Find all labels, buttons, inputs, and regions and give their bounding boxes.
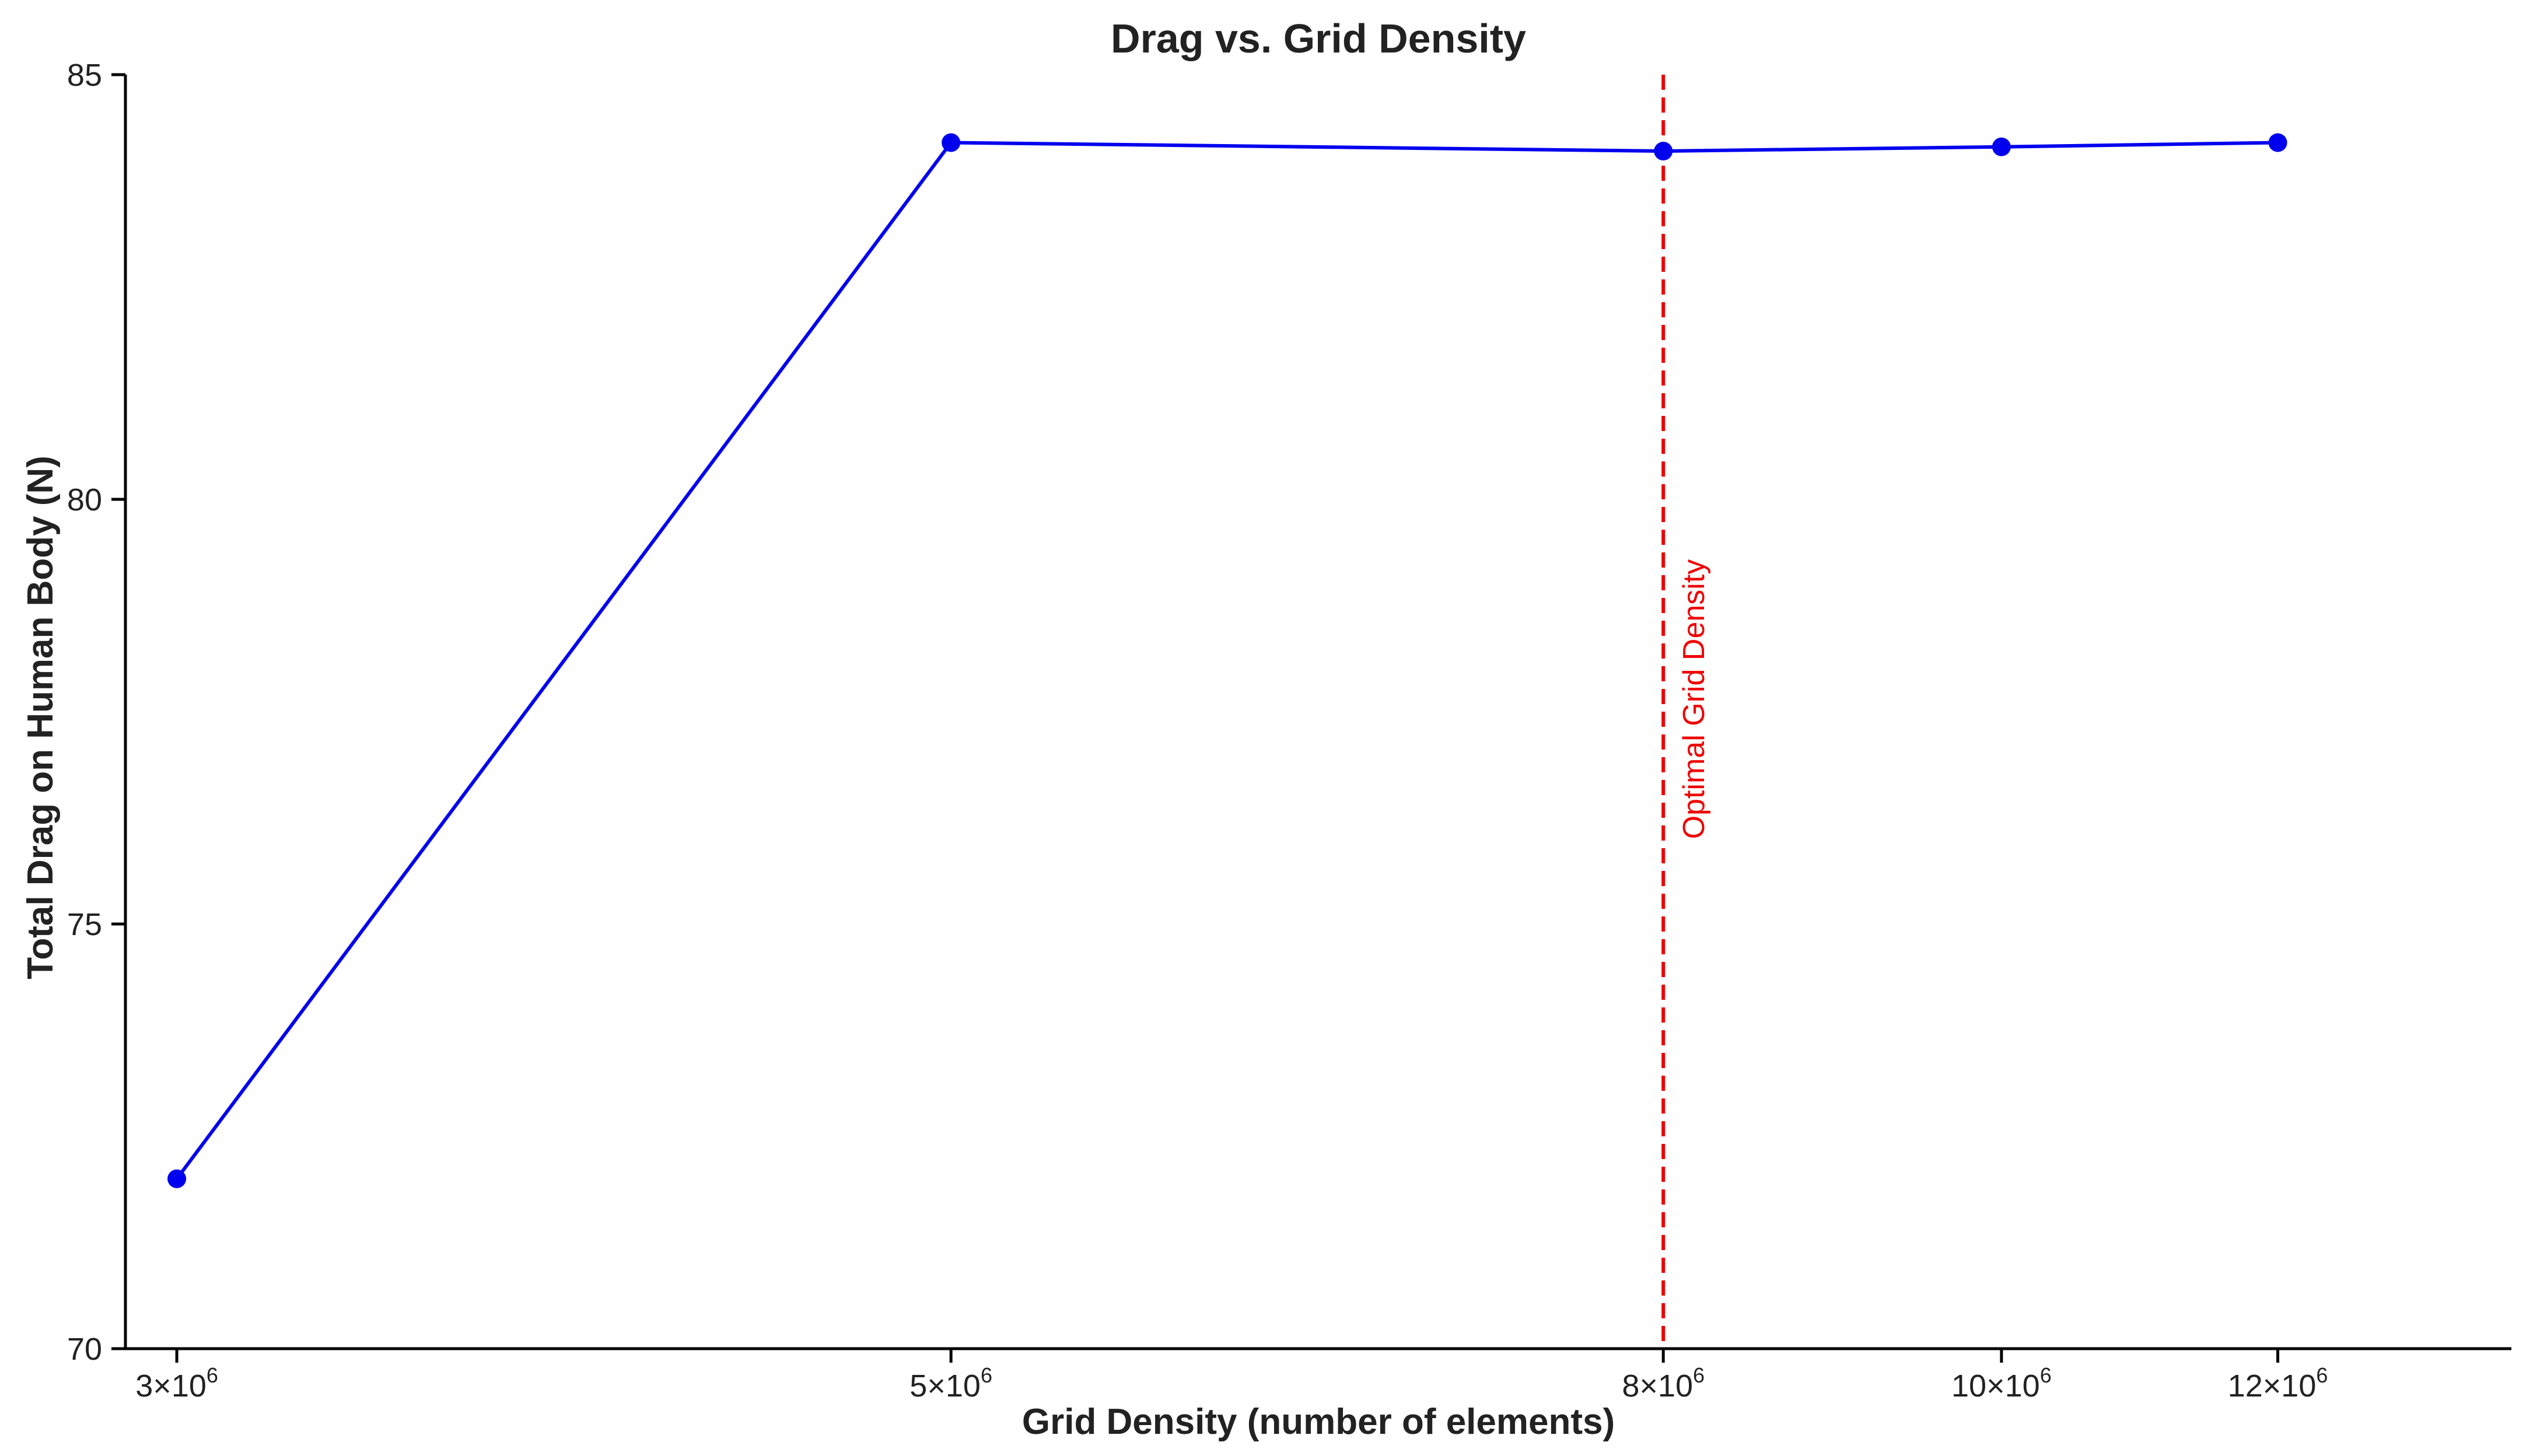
optimal-grid-density-label: Optimal Grid Density bbox=[1677, 559, 1711, 839]
data-point bbox=[942, 133, 961, 152]
y-tick-label: 85 bbox=[67, 58, 102, 93]
x-tick-mantissa: 12 bbox=[2228, 1368, 2263, 1404]
x-tick-label: 5×106 bbox=[909, 1363, 992, 1404]
series-line bbox=[175, 141, 2278, 1180]
x-tick-exponent: 6 bbox=[1693, 1363, 1705, 1387]
data-point bbox=[1654, 142, 1673, 161]
x-tick-exponent: 6 bbox=[2316, 1363, 2328, 1387]
x-tick-mantissa: 5 bbox=[909, 1368, 927, 1404]
x-tick-times-sign: × bbox=[1986, 1368, 2005, 1404]
x-axis-label: Grid Density (number of elements) bbox=[1022, 1402, 1615, 1442]
x-tick-label: 8×106 bbox=[1622, 1363, 1705, 1404]
x-tick-mantissa: 8 bbox=[1622, 1368, 1639, 1404]
x-tick-mantissa: 10 bbox=[1951, 1368, 1986, 1404]
x-tick-base: 10 bbox=[172, 1368, 207, 1404]
x-tick-times-sign: × bbox=[927, 1368, 946, 1404]
y-tick-label: 80 bbox=[67, 482, 102, 517]
x-tick-exponent: 6 bbox=[981, 1363, 992, 1387]
x-tick-times-sign: × bbox=[2263, 1368, 2282, 1404]
x-tick-base: 10 bbox=[2281, 1368, 2316, 1404]
x-tick-base: 10 bbox=[946, 1368, 981, 1404]
y-axis-label: Total Drag on Human Body (N) bbox=[20, 456, 61, 979]
x-tick-label: 3×106 bbox=[135, 1363, 218, 1404]
data-point bbox=[2268, 133, 2287, 152]
x-tick-times-sign: × bbox=[1639, 1368, 1658, 1404]
x-tick-exponent: 6 bbox=[207, 1363, 218, 1387]
y-tick-label: 75 bbox=[67, 907, 102, 942]
x-tick-times-sign: × bbox=[153, 1368, 172, 1404]
data-point bbox=[167, 1169, 187, 1188]
x-tick-exponent: 6 bbox=[2040, 1363, 2052, 1387]
chart-title: Drag vs. Grid Density bbox=[1111, 16, 1526, 61]
x-tick-mantissa: 3 bbox=[135, 1368, 153, 1404]
y-tick-label: 70 bbox=[67, 1332, 102, 1367]
x-tick-label: 10×106 bbox=[1951, 1363, 2052, 1404]
x-tick-base: 10 bbox=[2005, 1368, 2040, 1404]
x-tick-base: 10 bbox=[1658, 1368, 1693, 1404]
data-point bbox=[1992, 137, 2011, 156]
x-tick-label: 12×106 bbox=[2228, 1363, 2328, 1404]
